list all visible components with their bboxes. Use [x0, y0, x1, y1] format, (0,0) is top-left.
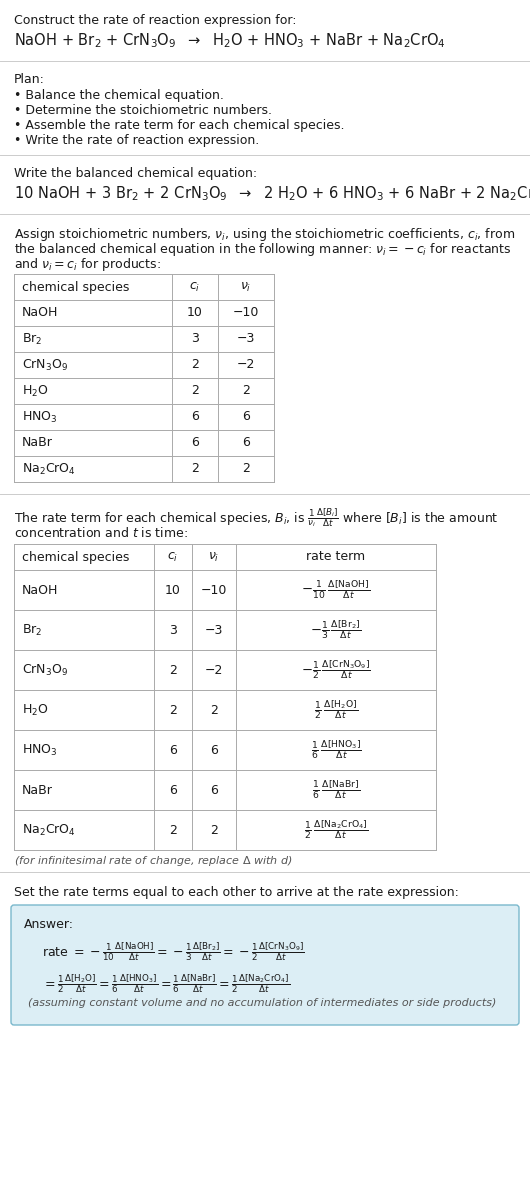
Text: Br$_2$: Br$_2$ — [22, 331, 42, 347]
Text: concentration and $t$ is time:: concentration and $t$ is time: — [14, 526, 188, 541]
Text: $\nu_i$: $\nu_i$ — [208, 550, 220, 563]
Text: • Assemble the rate term for each chemical species.: • Assemble the rate term for each chemic… — [14, 119, 344, 132]
Text: chemical species: chemical species — [22, 550, 129, 563]
Text: Assign stoichiometric numbers, $\nu_i$, using the stoichiometric coefficients, $: Assign stoichiometric numbers, $\nu_i$, … — [14, 226, 515, 243]
Text: −2: −2 — [205, 663, 223, 677]
Text: 2: 2 — [169, 663, 177, 677]
Text: 10: 10 — [165, 584, 181, 596]
Text: $\frac{1}{2}\,\frac{\Delta[\mathrm{Na_2CrO_4}]}{\Delta t}$: $\frac{1}{2}\,\frac{\Delta[\mathrm{Na_2C… — [304, 819, 368, 842]
Text: $c_i$: $c_i$ — [167, 550, 179, 563]
Text: $\nu_i$: $\nu_i$ — [240, 281, 252, 294]
Text: 2: 2 — [210, 824, 218, 837]
Text: Na$_2$CrO$_4$: Na$_2$CrO$_4$ — [22, 822, 76, 838]
Text: $-\frac{1}{10}\,\frac{\Delta[\mathrm{NaOH}]}{\Delta t}$: $-\frac{1}{10}\,\frac{\Delta[\mathrm{NaO… — [302, 579, 370, 601]
Text: rate term: rate term — [306, 550, 366, 563]
Text: 6: 6 — [210, 784, 218, 797]
Text: Na$_2$CrO$_4$: Na$_2$CrO$_4$ — [22, 461, 76, 477]
Text: (for infinitesimal rate of change, replace $\Delta$ with $d$): (for infinitesimal rate of change, repla… — [14, 854, 293, 868]
Text: $\frac{1}{6}\,\frac{\Delta[\mathrm{HNO_3}]}{\Delta t}$: $\frac{1}{6}\,\frac{\Delta[\mathrm{HNO_3… — [311, 738, 361, 761]
Text: and $\nu_i = c_i$ for products:: and $\nu_i = c_i$ for products: — [14, 256, 161, 273]
Text: 6: 6 — [242, 437, 250, 449]
Text: (assuming constant volume and no accumulation of intermediates or side products): (assuming constant volume and no accumul… — [28, 998, 497, 1008]
Text: 3: 3 — [169, 624, 177, 637]
Text: 2: 2 — [242, 462, 250, 476]
Text: 2: 2 — [191, 384, 199, 397]
Text: 2: 2 — [191, 462, 199, 476]
Text: H$_2$O: H$_2$O — [22, 383, 49, 399]
Text: Construct the rate of reaction expression for:: Construct the rate of reaction expressio… — [14, 14, 296, 26]
Text: 6: 6 — [191, 411, 199, 424]
Text: $-\frac{1}{3}\,\frac{\Delta[\mathrm{Br_2}]}{\Delta t}$: $-\frac{1}{3}\,\frac{\Delta[\mathrm{Br_2… — [311, 619, 361, 642]
Text: NaOH: NaOH — [22, 307, 58, 319]
Text: • Write the rate of reaction expression.: • Write the rate of reaction expression. — [14, 134, 259, 147]
Text: HNO$_3$: HNO$_3$ — [22, 409, 58, 425]
Text: −2: −2 — [237, 359, 255, 372]
Text: 2: 2 — [169, 703, 177, 716]
Text: CrN$_3$O$_9$: CrN$_3$O$_9$ — [22, 662, 68, 678]
Text: Set the rate terms equal to each other to arrive at the rate expression:: Set the rate terms equal to each other t… — [14, 886, 459, 899]
Text: 6: 6 — [242, 411, 250, 424]
Text: NaBr: NaBr — [22, 437, 53, 449]
Text: rate $= -\frac{1}{10}\frac{\Delta[\mathrm{NaOH}]}{\Delta t} = -\frac{1}{3}\frac{: rate $= -\frac{1}{10}\frac{\Delta[\mathr… — [42, 940, 305, 963]
Text: 6: 6 — [210, 744, 218, 756]
Text: Plan:: Plan: — [14, 73, 45, 85]
Text: Write the balanced chemical equation:: Write the balanced chemical equation: — [14, 167, 257, 181]
Text: Br$_2$: Br$_2$ — [22, 622, 42, 638]
Text: chemical species: chemical species — [22, 281, 129, 294]
Text: Answer:: Answer: — [24, 917, 74, 931]
Text: 6: 6 — [169, 784, 177, 797]
Text: −3: −3 — [205, 624, 223, 637]
Text: NaOH: NaOH — [22, 584, 58, 596]
Text: CrN$_3$O$_9$: CrN$_3$O$_9$ — [22, 358, 68, 372]
Text: 6: 6 — [191, 437, 199, 449]
Text: $c_i$: $c_i$ — [189, 281, 201, 294]
Text: • Balance the chemical equation.: • Balance the chemical equation. — [14, 89, 224, 102]
Text: $= \frac{1}{2}\frac{\Delta[\mathrm{H_2O}]}{\Delta t} = \frac{1}{6}\frac{\Delta[\: $= \frac{1}{2}\frac{\Delta[\mathrm{H_2O}… — [42, 972, 290, 995]
Text: 2: 2 — [210, 703, 218, 716]
Text: 10: 10 — [187, 307, 203, 319]
Text: NaOH + Br$_2$ + CrN$_3$O$_9$  $\rightarrow$  H$_2$O + HNO$_3$ + NaBr + Na$_2$CrO: NaOH + Br$_2$ + CrN$_3$O$_9$ $\rightarro… — [14, 31, 446, 49]
Text: $-\frac{1}{2}\,\frac{\Delta[\mathrm{CrN_3O_9}]}{\Delta t}$: $-\frac{1}{2}\,\frac{\Delta[\mathrm{CrN_… — [301, 659, 371, 681]
Text: −3: −3 — [237, 332, 255, 346]
Text: The rate term for each chemical species, $B_i$, is $\frac{1}{\nu_i}\frac{\Delta[: The rate term for each chemical species,… — [14, 506, 499, 529]
Text: • Determine the stoichiometric numbers.: • Determine the stoichiometric numbers. — [14, 104, 272, 117]
Text: the balanced chemical equation in the following manner: $\nu_i = -c_i$ for react: the balanced chemical equation in the fo… — [14, 241, 511, 258]
Text: 2: 2 — [191, 359, 199, 372]
Text: 3: 3 — [191, 332, 199, 346]
Text: $\frac{1}{2}\,\frac{\Delta[\mathrm{H_2O}]}{\Delta t}$: $\frac{1}{2}\,\frac{\Delta[\mathrm{H_2O}… — [314, 698, 358, 721]
Text: HNO$_3$: HNO$_3$ — [22, 743, 58, 757]
Text: 10 NaOH + 3 Br$_2$ + 2 CrN$_3$O$_9$  $\rightarrow$  2 H$_2$O + 6 HNO$_3$ + 6 NaB: 10 NaOH + 3 Br$_2$ + 2 CrN$_3$O$_9$ $\ri… — [14, 184, 530, 202]
Text: NaBr: NaBr — [22, 784, 53, 797]
Text: 6: 6 — [169, 744, 177, 756]
Text: H$_2$O: H$_2$O — [22, 702, 49, 718]
Text: $\frac{1}{6}\,\frac{\Delta[\mathrm{NaBr}]}{\Delta t}$: $\frac{1}{6}\,\frac{\Delta[\mathrm{NaBr}… — [312, 779, 360, 801]
Text: −10: −10 — [233, 307, 259, 319]
Text: 2: 2 — [169, 824, 177, 837]
Text: 2: 2 — [242, 384, 250, 397]
FancyBboxPatch shape — [11, 905, 519, 1025]
Text: −10: −10 — [201, 584, 227, 596]
